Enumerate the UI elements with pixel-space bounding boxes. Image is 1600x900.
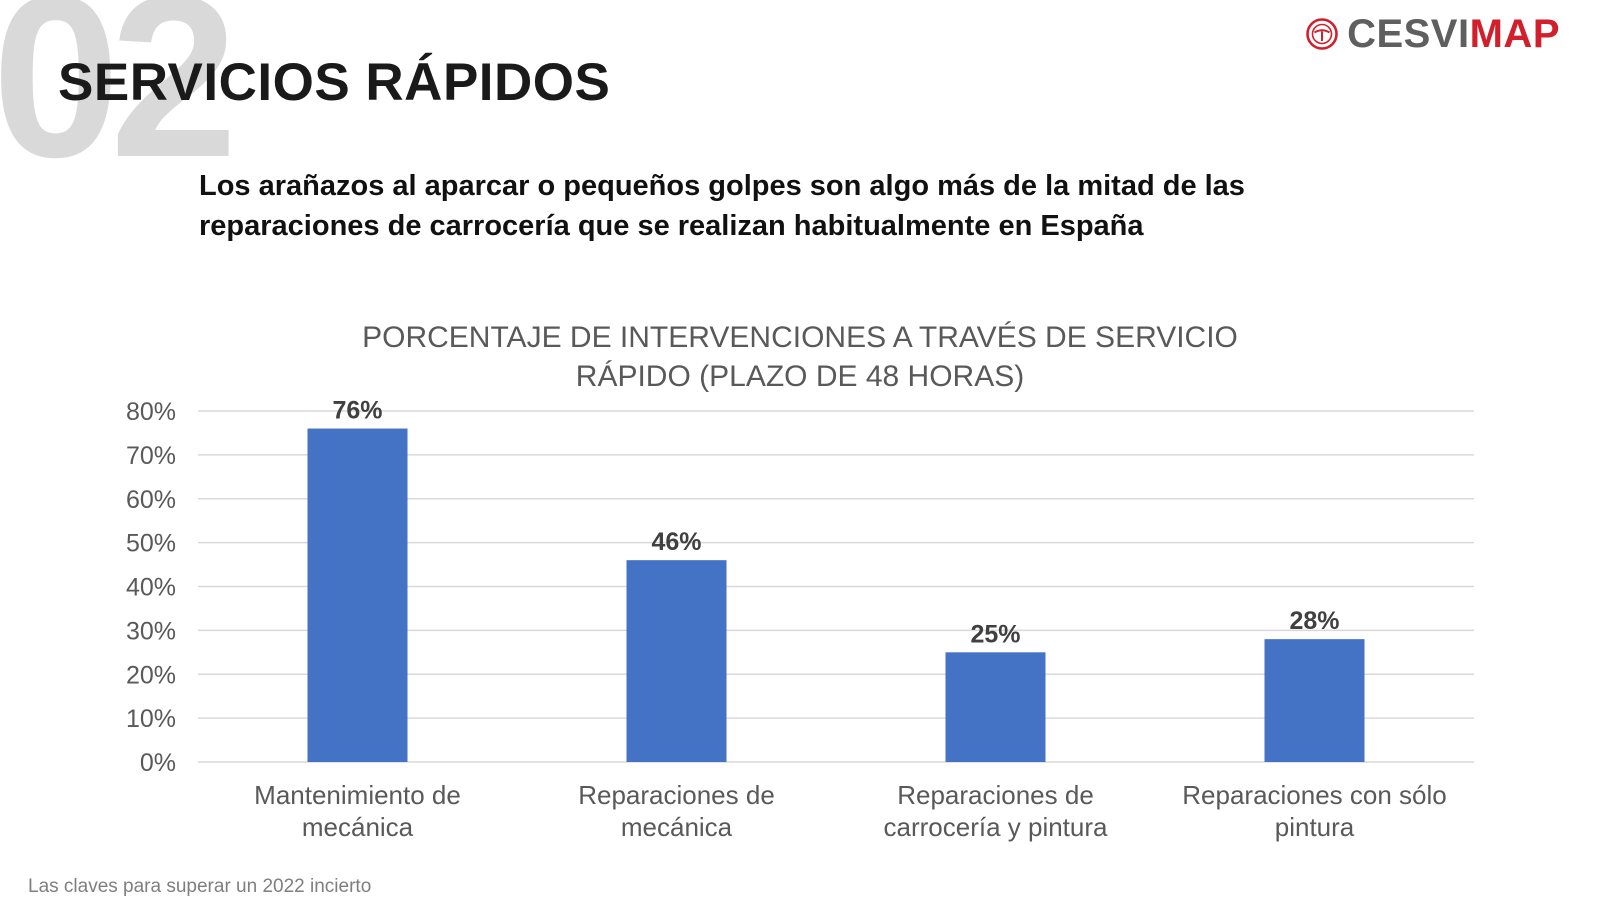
cesvimap-logo-icon: [1306, 18, 1338, 50]
bar-0: [307, 428, 408, 762]
x-tick-label: pintura: [1275, 812, 1355, 842]
x-tick-label: carrocería y pintura: [884, 812, 1109, 842]
y-tick-label: 80%: [126, 398, 176, 426]
chart-title-line-2: RÁPIDO (PLAZO DE 48 HORAS): [575, 360, 1025, 393]
logo-text-map: MAP: [1469, 11, 1560, 56]
x-tick-label: Reparaciones de: [897, 780, 1094, 810]
cesvimap-logo: CESVIMAP: [1305, 10, 1560, 58]
logo-text-cesvi: CESVI: [1347, 11, 1470, 56]
y-tick-label: 50%: [126, 530, 176, 558]
x-tick-label: Reparaciones con sólo: [1182, 780, 1447, 810]
section-title: SERVICIOS RÁPIDOS: [58, 53, 611, 112]
chart-title-line-1: PORCENTAJE DE INTERVENCIONES A TRAVÉS DE…: [362, 321, 1238, 354]
data-label: 25%: [970, 620, 1020, 648]
x-tick-label: Mantenimiento de: [254, 780, 461, 810]
subtitle-line-2: reparaciones de carrocería que se realiz…: [199, 210, 1144, 242]
y-tick-label: 30%: [126, 617, 176, 645]
y-tick-label: 10%: [126, 705, 176, 733]
cesvimap-logo-text: CESVIMAP: [1347, 12, 1560, 57]
data-label: 28%: [1289, 607, 1339, 635]
bar-2: [945, 652, 1046, 762]
footer-text: Las claves para superar un 2022 incierto: [28, 876, 372, 897]
y-tick-label: 0%: [140, 749, 176, 777]
data-label: 76%: [332, 397, 382, 425]
slide-subtitle: Los arañazos al aparcar o pequeños golpe…: [199, 166, 1499, 246]
section-number-watermark: 02: [0, 0, 238, 205]
y-tick-label: 70%: [126, 442, 176, 470]
subtitle-line-1: Los arañazos al aparcar o pequeños golpe…: [199, 170, 1245, 202]
bar-1: [626, 560, 727, 762]
x-tick-label: mecánica: [621, 812, 733, 842]
x-tick-label: Reparaciones de: [578, 780, 775, 810]
bar-3: [1264, 639, 1365, 762]
y-tick-label: 60%: [126, 486, 176, 514]
y-tick-label: 20%: [126, 661, 176, 689]
y-tick-label: 40%: [126, 574, 176, 602]
x-tick-label: mecánica: [302, 812, 414, 842]
data-label: 46%: [651, 528, 701, 556]
chart-title: PORCENTAJE DE INTERVENCIONES A TRAVÉS DE…: [260, 318, 1340, 396]
